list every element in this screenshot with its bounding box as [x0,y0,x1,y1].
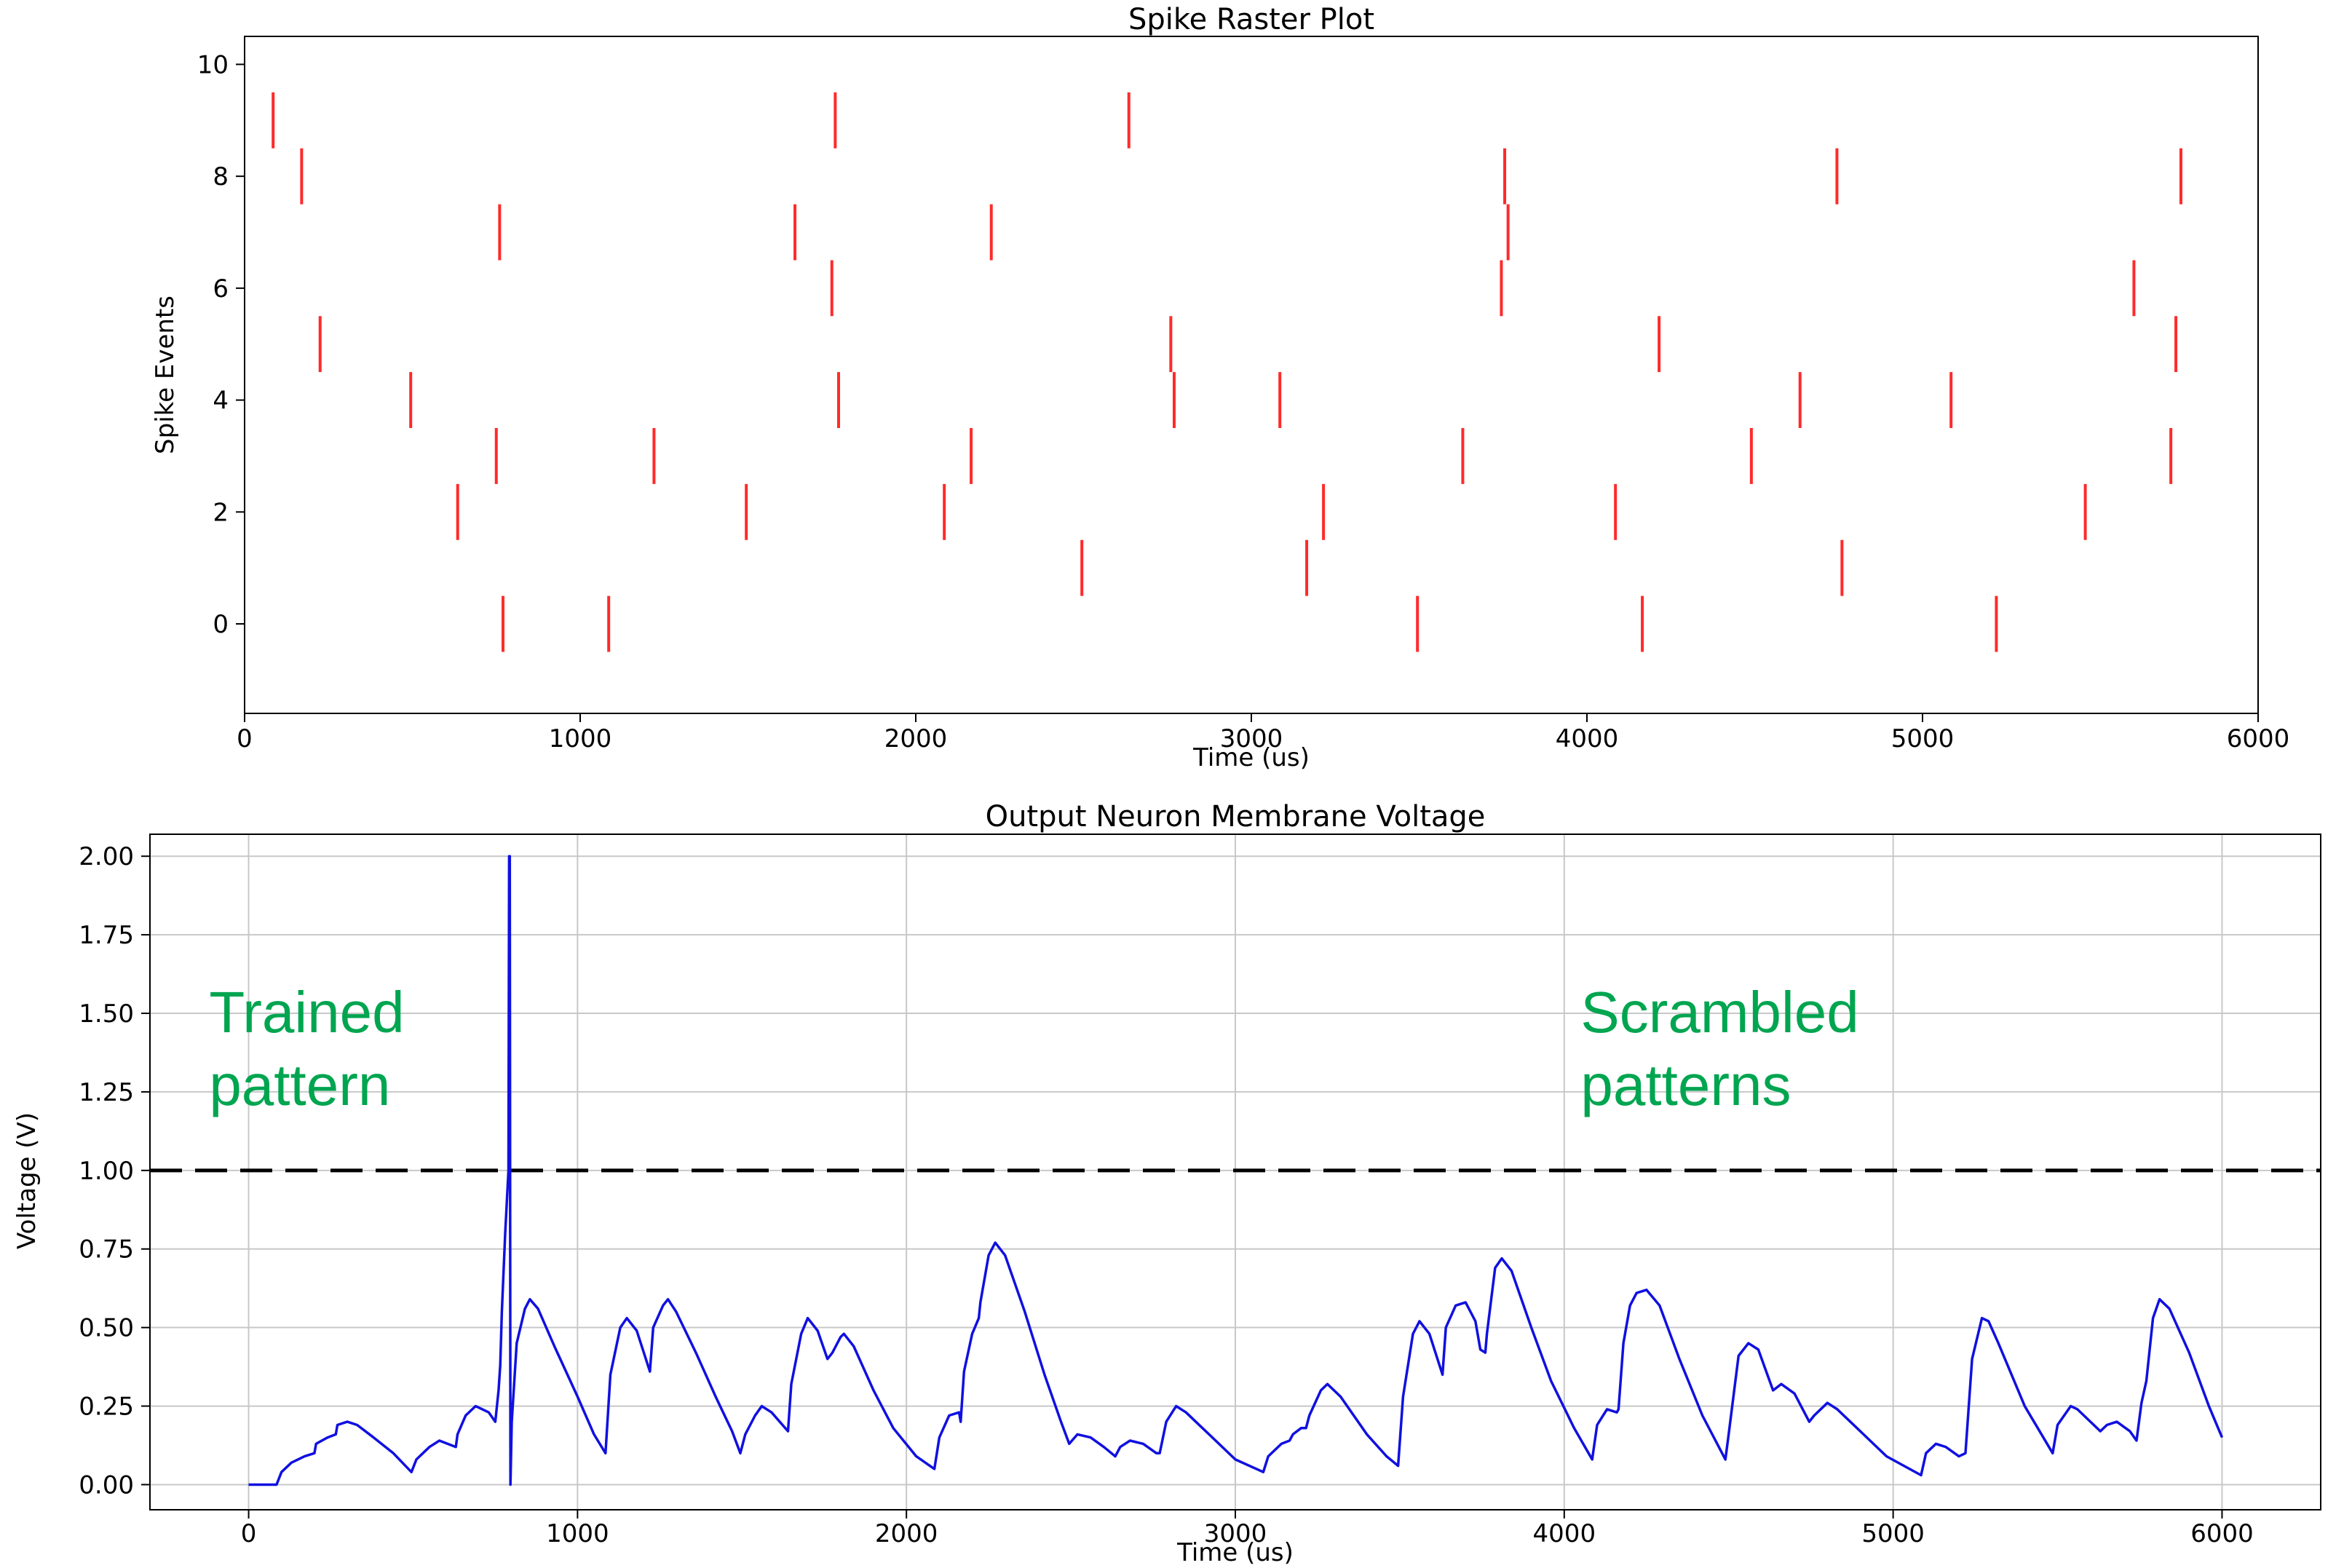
raster-y-tick-label: 0 [213,610,229,639]
voltage-annotation-line: Scrambled [1580,980,1858,1045]
voltage-plot: Output Neuron Membrane Voltage Time (us)… [12,800,2321,1567]
voltage-plot-ylabel: Voltage (V) [12,1112,41,1249]
raster-plot-ylabel: Spike Events [151,296,180,454]
raster-x-tick-label: 6000 [2227,724,2290,753]
voltage-x-ticks: 0 1000 2000 3000 4000 5000 6000 [241,1510,2254,1548]
voltage-x-tick-label: 3000 [1204,1519,1267,1548]
voltage-series-line [248,855,2224,1486]
voltage-annotation: Trained pattern [209,980,404,1117]
raster-x-tick-label: 3000 [1220,724,1283,753]
voltage-annotations: Trained pattern Scrambled patterns [209,980,1858,1117]
voltage-y-tick-label: 1.75 [79,921,134,950]
voltage-annotation-line: pattern [209,1053,390,1117]
raster-y-tick-label: 10 [197,50,229,79]
voltage-x-tick-label: 1000 [546,1519,609,1548]
voltage-y-tick-label: 0.25 [79,1393,134,1422]
voltage-y-ticks: 0.00 0.25 0.50 0.75 1.00 1.25 1.50 1.75 2.00 [79,842,150,1500]
raster-x-tick-label: 4000 [1556,724,1619,753]
voltage-y-tick-label: 2.00 [79,842,134,871]
voltage-x-tick-label: 5000 [1861,1519,1925,1548]
raster-x-tick-label: 0 [237,724,253,753]
raster-plot-title: Spike Raster Plot [1128,3,1374,36]
voltage-x-tick-label: 0 [241,1519,257,1548]
voltage-plot-title: Output Neuron Membrane Voltage [986,800,1486,834]
raster-y-tick-label: 4 [213,387,229,416]
voltage-annotation-line: patterns [1580,1053,1791,1117]
voltage-x-tick-label: 6000 [2190,1519,2254,1548]
raster-y-ticks: 0 2 4 6 8 10 [197,50,245,639]
raster-x-tick-label: 5000 [1891,724,1955,753]
voltage-y-tick-label: 0.00 [79,1470,134,1500]
voltage-x-tick-label: 4000 [1533,1519,1596,1548]
voltage-y-tick-label: 0.75 [79,1235,134,1264]
raster-y-tick-label: 6 [213,274,229,304]
voltage-y-tick-label: 0.50 [79,1314,134,1343]
raster-plot-xlabel: Time (us) [1192,743,1310,772]
raster-y-tick-label: 8 [213,162,229,191]
raster-y-tick-label: 2 [213,498,229,527]
raster-x-ticks: 0 1000 2000 3000 4000 5000 6000 [237,713,2289,753]
raster-plot: Spike Raster Plot Time (us) Spike Events… [151,3,2289,772]
raster-x-tick-label: 2000 [884,724,948,753]
voltage-y-tick-label: 1.00 [79,1157,134,1186]
voltage-y-tick-label: 1.50 [79,999,134,1029]
voltage-x-tick-label: 2000 [875,1519,938,1548]
voltage-plot-xlabel: Time (us) [1176,1538,1294,1567]
raster-spikes [272,92,2182,652]
voltage-annotation-line: Trained [209,980,404,1045]
raster-x-tick-label: 1000 [549,724,612,753]
voltage-y-tick-label: 1.25 [79,1078,134,1107]
voltage-annotation: Scrambled patterns [1580,980,1858,1117]
